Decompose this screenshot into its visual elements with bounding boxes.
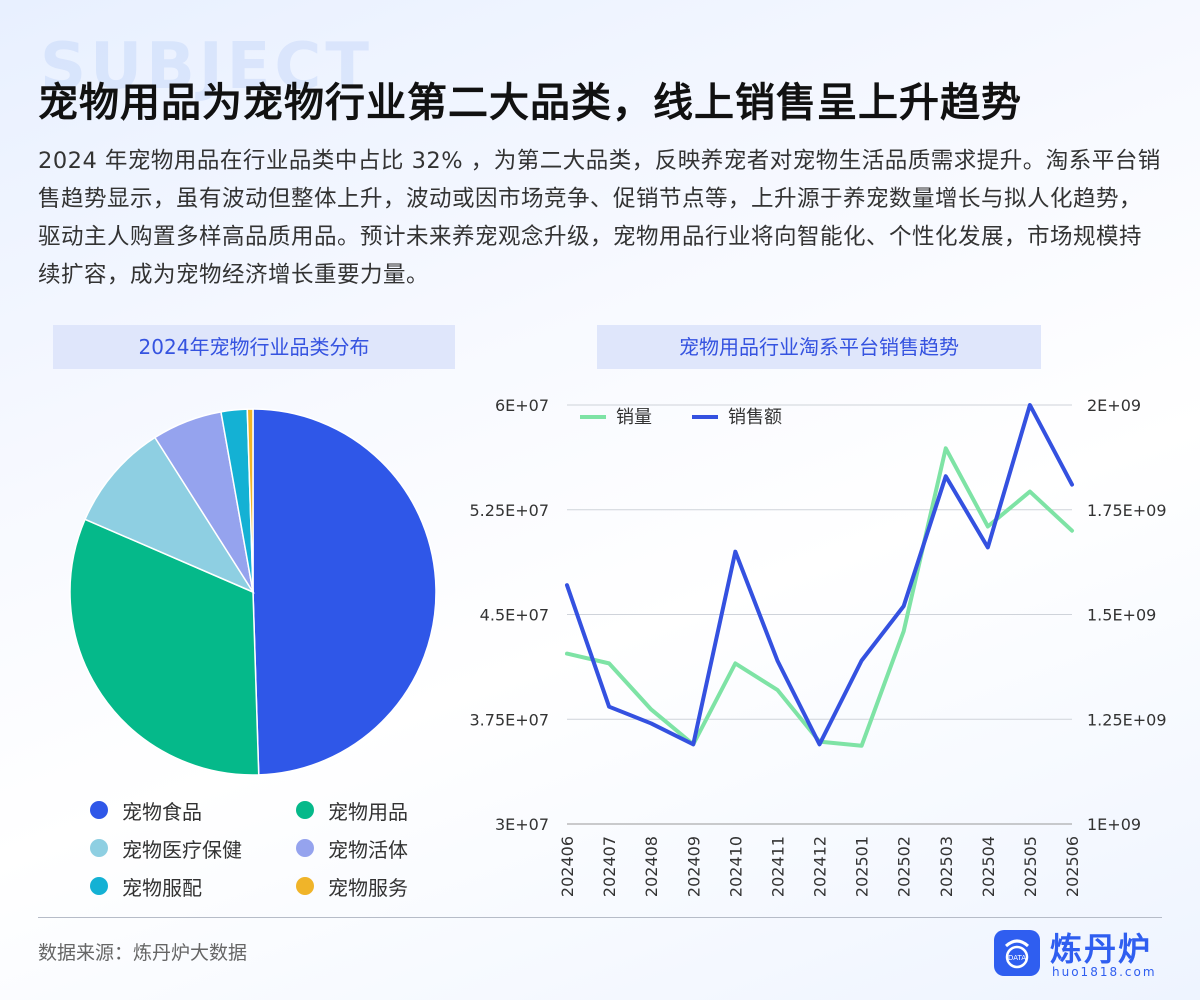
x-tick-label: 202411 [768,836,787,897]
legend-swatch [90,877,108,895]
series-line [565,446,1074,748]
legend-label: 宠物活体 [328,837,408,862]
legend-item: 宠物服务 [296,871,446,901]
logo-mark-text: DATA [1008,954,1026,962]
y-left-tick-label: 5.25E+07 [470,501,550,520]
legend-swatch [296,801,314,819]
x-tick-label: 202506 [1063,836,1082,897]
x-tick-label: 202503 [937,836,956,897]
pie-chart [69,408,437,776]
x-tick-label: 202407 [600,836,619,897]
legend-item: 宠物用品 [296,795,446,825]
legend-label: 宠物用品 [328,799,408,824]
data-source: 数据来源：炼丹炉大数据 [38,942,248,964]
pie-slice [84,436,255,594]
series-line [565,403,1074,747]
y-left-tick-label: 6E+07 [495,396,549,415]
x-tick-label: 202408 [642,836,661,897]
y-right-tick-label: 1.75E+09 [1087,501,1167,520]
legend-item: 宠物活体 [296,833,446,863]
page-title: 宠物用品为宠物行业第二大品类，线上销售呈上升趋势 [38,80,1022,126]
legend-label: 宠物食品 [122,799,202,824]
legend-label: 宠物服务 [328,875,408,900]
line-legend-label: 销量 [616,407,652,428]
legend-swatch [296,877,314,895]
legend-item: 宠物服配 [90,871,296,901]
x-tick-label: 202409 [684,836,703,897]
brand-logo-icon: DATA [994,930,1040,976]
y-left-tick-label: 4.5E+07 [480,606,549,625]
pie-slice [252,408,437,776]
legend-item: 宠物医疗保健 [90,833,296,863]
line-chart-title: 宠物用品行业淘系平台销售趋势 [597,325,1041,369]
x-tick-label: 202505 [1021,836,1040,897]
y-right-tick-label: 2E+09 [1087,396,1141,415]
x-tick-label: 202501 [853,836,872,897]
x-tick-label: 202406 [558,836,577,897]
y-right-tick-label: 1.5E+09 [1087,606,1156,625]
x-tick-label: 202504 [979,836,998,897]
pie-slice [246,408,254,593]
legend-swatch [90,801,108,819]
y-right-tick-label: 1E+09 [1087,815,1141,834]
pie-legend: 宠物食品 宠物用品宠物医疗保健 宠物活体宠物服配 宠物服务 [90,795,450,901]
y-left-tick-label: 3E+07 [495,815,549,834]
y-left-tick-label: 3.75E+07 [470,710,550,729]
watermark-text: SUBJECT [40,30,373,104]
legend-item: 宠物食品 [90,795,296,825]
legend-label: 宠物医疗保健 [122,837,242,862]
page-description: 2024 年宠物用品在行业品类中占比 32% ，为第二大品类，反映养宠者对宠物生… [38,148,1161,288]
footer-divider [38,917,1162,918]
y-right-tick-label: 1.25E+09 [1087,710,1167,729]
brand-url: huo1818.com [1052,965,1157,979]
legend-swatch [90,839,108,857]
x-tick-label: 202412 [811,836,830,897]
line-legend-label: 销售额 [728,407,782,428]
pie-chart-title: 2024年宠物行业品类分布 [53,325,455,369]
brand-name: 炼丹炉 [1050,930,1153,968]
line-chart: 3E+07 3.75E+07 4.5E+07 5.25E+07 6E+07 1E+09 1.… [470,396,1167,897]
pie-slice [69,518,260,776]
x-tick-label: 202502 [895,836,914,897]
legend-label: 宠物服配 [122,875,202,900]
x-tick-label: 202410 [726,836,745,897]
legend-swatch [296,839,314,857]
